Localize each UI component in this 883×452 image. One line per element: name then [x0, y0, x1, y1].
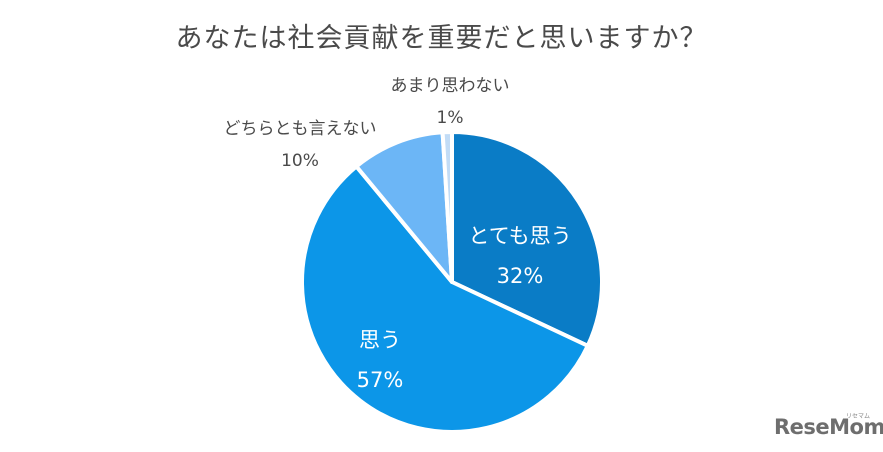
label-agree: 思う 57% — [335, 320, 425, 400]
label-not-much-pct: 1% — [436, 108, 464, 128]
label-not-much: あまり思わない 1% — [370, 72, 530, 132]
label-neutral-name: どちらとも言えない — [223, 119, 377, 139]
label-very-much: とても思う 32% — [455, 216, 585, 296]
label-neutral: どちらとも言えない 10% — [205, 115, 395, 175]
label-agree-pct: 57% — [356, 368, 404, 392]
pie-slice-2 — [354, 130, 454, 284]
pie-slice-3 — [440, 130, 454, 284]
pie-slices — [300, 130, 604, 434]
label-very-much-name: とても思う — [468, 224, 572, 248]
label-not-much-name: あまり思わない — [390, 76, 510, 96]
resemom-logo: ReseMom — [774, 415, 883, 439]
label-very-much-pct: 32% — [496, 264, 544, 288]
chart-title: あなたは社会貢献を重要だと思いますか？ — [175, 23, 708, 54]
label-agree-name: 思う — [359, 328, 401, 352]
resemom-logo-sub: リセマム — [846, 413, 871, 420]
pie-slice-0 — [450, 130, 604, 348]
pie-slice-1 — [300, 164, 590, 434]
label-neutral-pct: 10% — [281, 151, 319, 171]
